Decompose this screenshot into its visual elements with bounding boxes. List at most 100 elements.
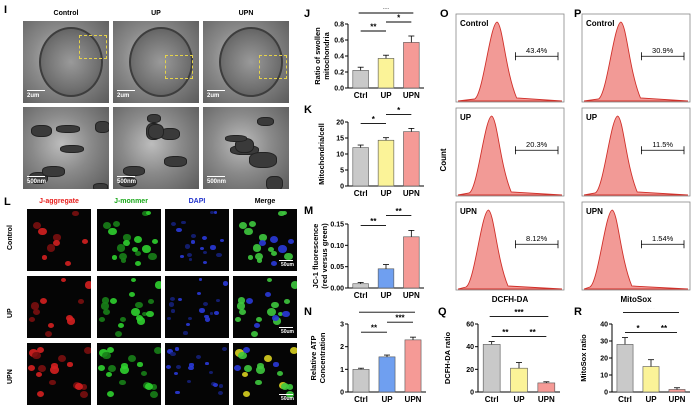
mitochondrion: [265, 176, 283, 189]
cell-signal: [195, 355, 201, 360]
cell-signal: [175, 390, 180, 395]
cell-signal: [66, 316, 76, 325]
significance-label: **: [370, 217, 377, 226]
scale-bar: [27, 90, 45, 91]
cell-signal: [239, 222, 248, 230]
cell-signal: [175, 364, 182, 370]
y-tick-label: 0: [340, 184, 344, 191]
em-image-overview-control: 2um: [22, 20, 110, 104]
bar-up: [378, 356, 396, 393]
scale-bar: [279, 260, 293, 261]
cell-signal: [281, 211, 287, 216]
cell-signal: [255, 379, 262, 386]
cell-signal: [243, 390, 251, 397]
cell-signal: [72, 211, 79, 217]
cell-signal: [272, 314, 280, 321]
significance-label: **: [530, 328, 537, 337]
cell-signal: [199, 308, 205, 313]
fl-row-control: Control: [7, 225, 14, 250]
panel-letter-M: M: [304, 205, 314, 217]
scale-bar: [279, 327, 293, 328]
cell-signal: [258, 239, 266, 247]
cell-signal: [117, 323, 125, 329]
cell-signal: [255, 317, 262, 323]
em-image-zoom-upn: 500nm: [202, 106, 290, 190]
cell-signal: [122, 239, 130, 247]
significance-label: **: [383, 8, 390, 14]
histogram-curve: [457, 209, 563, 290]
cell-signal: [84, 281, 91, 289]
histogram-curve: [583, 115, 689, 196]
bar-ctrl: [352, 70, 369, 89]
bar-upn: [668, 389, 686, 393]
fl-image-upn-0: [26, 342, 92, 406]
scale-bar: [207, 176, 225, 177]
cell-signal: [57, 355, 66, 363]
cell-signal: [41, 255, 48, 260]
cell-signal: [270, 301, 279, 309]
fl-image-up-0: [26, 275, 92, 339]
cell-signal: [202, 260, 207, 264]
cell-signal: [32, 309, 40, 316]
em-col-upn: UPN: [238, 10, 254, 17]
cell-signal: [290, 281, 297, 289]
mitochondrion: [147, 113, 162, 124]
cell-signal: [177, 297, 183, 302]
cell-signal: [210, 211, 215, 215]
scale-bar: [279, 394, 293, 395]
cell-signal: [66, 314, 74, 321]
significance-label: **: [661, 324, 668, 333]
cell-signal: [202, 236, 208, 241]
y-tick-label: 5: [340, 168, 344, 175]
y-tick-label: 0: [340, 390, 344, 397]
cell-signal: [170, 309, 176, 313]
cell-signal: [37, 390, 45, 397]
cell-signal: [105, 372, 112, 378]
bar-up: [377, 139, 395, 187]
significance-label: ***: [514, 308, 524, 317]
cell-signal: [278, 211, 285, 217]
cell-signal: [245, 297, 253, 304]
cell-signal: [36, 347, 45, 354]
cell-signal: [173, 372, 178, 376]
mitochondrion: [30, 124, 52, 138]
y-tick-label: 30: [600, 339, 608, 346]
bar-upn: [403, 131, 420, 187]
cell-signal: [131, 308, 140, 316]
cell-signal: [127, 355, 136, 363]
cell-signal: [270, 236, 279, 243]
cell-signal: [276, 370, 283, 376]
histogram-frame: [455, 201, 565, 291]
fl-image-upn-3: 50um: [232, 342, 298, 406]
cell-body: [39, 27, 103, 97]
gate-percentage: 8.12%: [526, 234, 548, 243]
panel-letter-P: P: [574, 8, 582, 20]
cell-signal: [213, 383, 219, 388]
cell-signal: [134, 250, 142, 257]
flow-cytometry-mitosox: Control 30.9% UP 11.5% UPN 1.54% MitoSox: [581, 13, 691, 304]
cell-signal: [33, 222, 42, 230]
cell-signal: [189, 363, 194, 367]
zoom-region-box: [259, 55, 287, 79]
y-tick-label: 0.15: [330, 222, 344, 229]
cell-signal: [273, 362, 279, 367]
cell-signal: [99, 316, 105, 322]
x-axis-label: DCFH-DA: [492, 295, 529, 304]
panel-letter-R: R: [574, 306, 582, 318]
cell-signal: [270, 260, 277, 266]
cell-signal: [37, 364, 47, 373]
significance-label: **: [371, 324, 378, 333]
cell-signal: [113, 220, 121, 227]
cell-signal: [148, 299, 154, 305]
bar-upn: [404, 339, 422, 393]
y-tick-label: 20: [336, 120, 344, 127]
cell-signal: [278, 245, 287, 253]
panel-letter-J: J: [304, 8, 311, 20]
cell-signal: [222, 281, 228, 286]
cell-signal: [202, 301, 208, 306]
cell-signal: [167, 348, 174, 354]
cell-signal: [83, 346, 91, 354]
cell-signal: [252, 244, 261, 252]
